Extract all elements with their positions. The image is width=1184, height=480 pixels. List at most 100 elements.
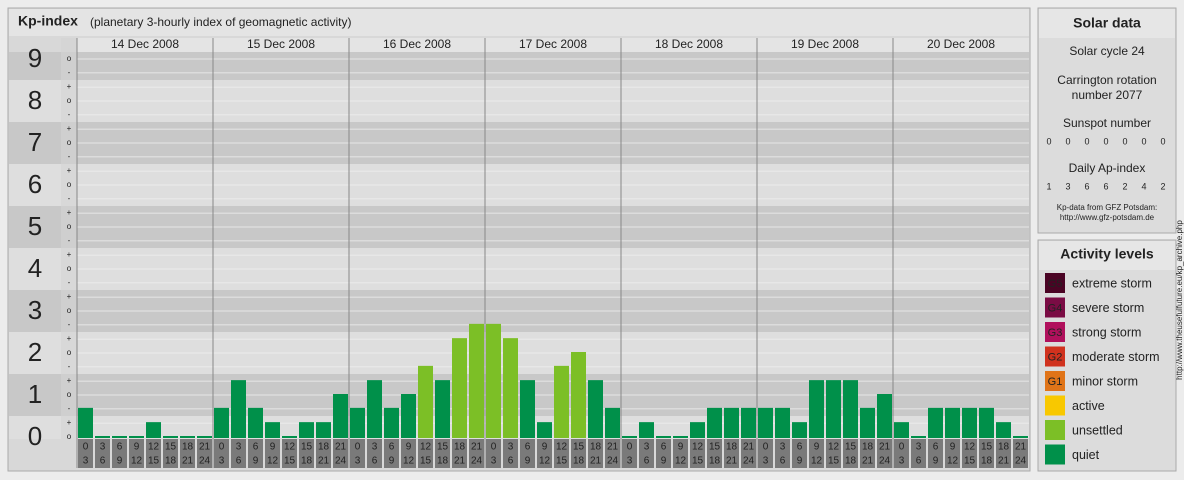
interval-start: 15 bbox=[981, 442, 993, 453]
interval-box bbox=[520, 439, 535, 468]
interval-box bbox=[401, 439, 416, 468]
kp-bar bbox=[979, 407, 994, 438]
minor-tick-label: o bbox=[67, 96, 72, 105]
interval-box bbox=[95, 439, 110, 468]
y-tick-label: 8 bbox=[28, 85, 42, 115]
minor-tick-label: o bbox=[67, 432, 72, 441]
interval-box bbox=[894, 439, 909, 468]
kp-bar bbox=[333, 394, 348, 438]
interval-box bbox=[435, 439, 450, 468]
interval-start: 21 bbox=[471, 442, 483, 453]
interval-end: 15 bbox=[556, 456, 568, 467]
kp-bar bbox=[537, 422, 552, 438]
kp-bar bbox=[401, 394, 416, 438]
interval-start: 21 bbox=[199, 442, 211, 453]
legend-label: active bbox=[1072, 399, 1105, 413]
interval-end: 12 bbox=[403, 456, 415, 467]
interval-start: 18 bbox=[318, 442, 330, 453]
interval-end: 6 bbox=[372, 456, 378, 467]
sunspot-numbers: 0 bbox=[1122, 136, 1127, 146]
sunspot-numbers: 0 bbox=[1160, 136, 1165, 146]
kp-bar bbox=[741, 407, 756, 438]
interval-start: 9 bbox=[678, 442, 684, 453]
kp-bar bbox=[656, 436, 671, 438]
interval-start: 6 bbox=[117, 442, 123, 453]
y-tick-label: 5 bbox=[28, 211, 42, 241]
kp-bar bbox=[197, 436, 212, 438]
interval-end: 18 bbox=[573, 456, 585, 467]
legend-label: moderate storm bbox=[1072, 350, 1160, 364]
interval-end: 12 bbox=[131, 456, 143, 467]
minor-tick-label: o bbox=[67, 306, 72, 315]
interval-box bbox=[163, 439, 178, 468]
interval-start: 3 bbox=[780, 442, 786, 453]
interval-box bbox=[316, 439, 331, 468]
interval-end: 21 bbox=[590, 456, 602, 467]
interval-end: 3 bbox=[83, 456, 89, 467]
interval-start: 6 bbox=[253, 442, 259, 453]
legend-label: minor storm bbox=[1072, 374, 1138, 388]
interval-start: 21 bbox=[879, 442, 891, 453]
kp-bar bbox=[911, 436, 926, 438]
interval-end: 9 bbox=[389, 456, 395, 467]
legend-code: G1 bbox=[1048, 376, 1063, 388]
kp-bar bbox=[554, 365, 569, 438]
interval-start: 3 bbox=[916, 442, 922, 453]
y-tick-label: 2 bbox=[28, 337, 42, 367]
interval-box bbox=[265, 439, 280, 468]
interval-end: 15 bbox=[828, 456, 840, 467]
kp-bar bbox=[452, 338, 467, 438]
interval-box bbox=[622, 439, 637, 468]
interval-end: 18 bbox=[709, 456, 721, 467]
interval-start: 15 bbox=[301, 442, 313, 453]
interval-end: 6 bbox=[236, 456, 242, 467]
interval-end: 15 bbox=[420, 456, 432, 467]
interval-box bbox=[537, 439, 552, 468]
kp-bar bbox=[639, 422, 654, 438]
interval-end: 9 bbox=[525, 456, 531, 467]
interval-end: 6 bbox=[100, 456, 106, 467]
minor-tick-label: - bbox=[68, 236, 71, 245]
source-url: http://www.gfz-potsdam.de bbox=[1060, 213, 1155, 222]
kp-bar bbox=[792, 422, 807, 438]
legend-code: G3 bbox=[1048, 327, 1063, 339]
minor-tick-label: + bbox=[67, 334, 72, 343]
minor-tick-label: o bbox=[67, 222, 72, 231]
legend-code: G4 bbox=[1048, 302, 1063, 314]
interval-end: 18 bbox=[981, 456, 993, 467]
interval-box bbox=[945, 439, 960, 468]
interval-start: 6 bbox=[389, 442, 395, 453]
ap-index: 2 bbox=[1160, 181, 1165, 191]
ap-index: 1 bbox=[1046, 181, 1051, 191]
legend-swatch bbox=[1045, 444, 1065, 465]
legend-label: strong storm bbox=[1072, 325, 1141, 339]
interval-box bbox=[911, 439, 926, 468]
interval-end: 12 bbox=[675, 456, 687, 467]
day-label: 18 Dec 2008 bbox=[655, 37, 723, 51]
kp-bar bbox=[588, 380, 603, 438]
interval-start: 9 bbox=[814, 442, 820, 453]
kp-bar bbox=[503, 338, 518, 438]
interval-start: 12 bbox=[556, 442, 568, 453]
kp-bar bbox=[571, 352, 586, 438]
interval-box bbox=[78, 439, 93, 468]
kp-bar bbox=[860, 407, 875, 438]
levels-title: Activity levels bbox=[1060, 246, 1154, 262]
minor-tick-label: o bbox=[67, 54, 72, 63]
interval-box bbox=[231, 439, 246, 468]
kp-bar bbox=[435, 380, 450, 438]
minor-tick-label: o bbox=[67, 348, 72, 357]
interval-start: 9 bbox=[950, 442, 956, 453]
minor-tick-label: + bbox=[67, 376, 72, 385]
y-tick-label: 0 bbox=[28, 421, 42, 451]
interval-end: 24 bbox=[743, 456, 755, 467]
interval-end: 12 bbox=[539, 456, 551, 467]
interval-start: 9 bbox=[542, 442, 548, 453]
interval-start: 0 bbox=[83, 442, 89, 453]
interval-box bbox=[962, 439, 977, 468]
kp-bar bbox=[146, 422, 161, 438]
kp-bar bbox=[78, 407, 93, 438]
minor-tick-label: + bbox=[67, 82, 72, 91]
interval-start: 21 bbox=[335, 442, 347, 453]
interval-start: 3 bbox=[508, 442, 514, 453]
